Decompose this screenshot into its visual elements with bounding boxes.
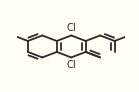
Text: Cl: Cl [66, 23, 76, 33]
Text: Cl: Cl [66, 60, 76, 70]
